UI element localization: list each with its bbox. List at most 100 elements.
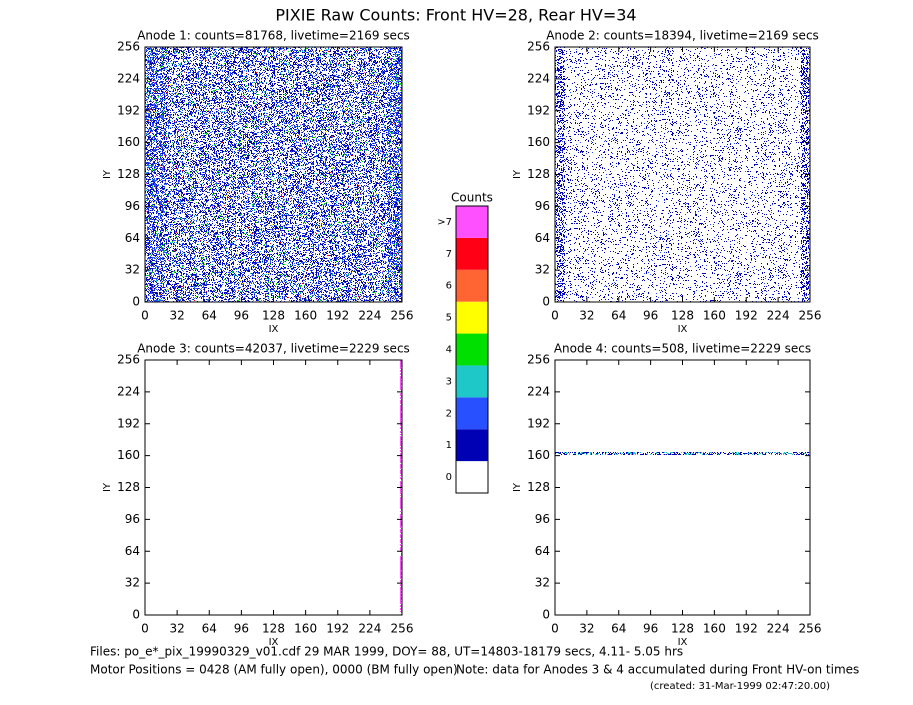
x-tick-label: 256 bbox=[799, 309, 822, 323]
colorbar-swatch bbox=[456, 365, 488, 398]
y-axis-label: IY bbox=[102, 169, 113, 179]
y-tick-label: 0 bbox=[132, 295, 140, 309]
colorbar-title: Counts bbox=[451, 191, 493, 205]
y-tick-label: 256 bbox=[527, 40, 550, 54]
x-tick-label: 192 bbox=[326, 309, 349, 323]
y-tick-label: 160 bbox=[527, 135, 550, 149]
panel-title: Anode 4: counts=508, livetime=2229 secs bbox=[554, 342, 811, 356]
colorbar-swatch bbox=[456, 397, 488, 430]
page-title: PIXIE Raw Counts: Front HV=28, Rear HV=3… bbox=[275, 6, 636, 25]
y-tick-label: 192 bbox=[527, 103, 550, 117]
y-tick-label: 160 bbox=[527, 448, 550, 462]
pixel-texture bbox=[145, 50, 397, 301]
x-tick-label: 96 bbox=[234, 309, 249, 323]
x-tick-label: 224 bbox=[358, 622, 381, 636]
x-tick-label: 224 bbox=[358, 309, 381, 323]
x-tick-label: 64 bbox=[202, 622, 217, 636]
colorbar-swatch bbox=[456, 333, 488, 366]
x-tick-label: 0 bbox=[551, 309, 559, 323]
y-tick-label: 64 bbox=[125, 231, 140, 245]
pixel-texture bbox=[555, 47, 810, 302]
x-tick-label: 160 bbox=[294, 309, 317, 323]
y-tick-label: 192 bbox=[527, 416, 550, 430]
colorbar-swatch bbox=[456, 461, 488, 493]
x-tick-label: 224 bbox=[767, 622, 790, 636]
footer-motor: Motor Positions = 0428 (AM fully open), … bbox=[90, 663, 458, 677]
footer-created: (created: 31-Mar-1999 02:47:20.00) bbox=[650, 681, 830, 692]
y-tick-label: 128 bbox=[527, 167, 550, 181]
x-tick-label: 64 bbox=[611, 622, 626, 636]
y-tick-label: 96 bbox=[535, 199, 550, 213]
x-axis-label: IX bbox=[269, 324, 279, 335]
y-tick-label: 96 bbox=[535, 512, 550, 526]
x-tick-label: 128 bbox=[262, 309, 285, 323]
x-axis-label: IX bbox=[678, 324, 688, 335]
x-tick-label: 256 bbox=[391, 622, 414, 636]
y-tick-label: 224 bbox=[117, 71, 140, 85]
y-tick-label: 64 bbox=[535, 231, 550, 245]
pixel-texture bbox=[145, 47, 402, 302]
x-tick-label: 32 bbox=[169, 622, 184, 636]
footer-files: Files: po_e*_pix_19990329_v01.cdf 29 MAR… bbox=[90, 645, 683, 659]
colorbar-label: 2 bbox=[446, 408, 452, 419]
y-tick-label: 256 bbox=[527, 353, 550, 367]
y-tick-label: 0 bbox=[542, 295, 550, 309]
y-tick-label: 64 bbox=[535, 544, 550, 558]
y-tick-label: 192 bbox=[117, 103, 140, 117]
y-tick-label: 128 bbox=[117, 167, 140, 181]
x-tick-label: 32 bbox=[579, 622, 594, 636]
x-tick-label: 256 bbox=[391, 309, 414, 323]
colorbar-label: 7 bbox=[446, 249, 452, 260]
colorbar-label: 3 bbox=[446, 376, 452, 387]
pixel-texture bbox=[558, 452, 810, 455]
x-tick-label: 0 bbox=[141, 622, 149, 636]
panel-title: Anode 1: counts=81768, livetime=2169 sec… bbox=[137, 29, 410, 43]
x-tick-label: 192 bbox=[326, 622, 349, 636]
colorbar-swatch bbox=[456, 206, 488, 238]
colorbar-label: 5 bbox=[446, 313, 452, 324]
x-tick-label: 224 bbox=[767, 309, 790, 323]
x-tick-label: 96 bbox=[643, 622, 658, 636]
y-axis-label: IY bbox=[512, 482, 523, 492]
y-tick-label: 32 bbox=[535, 576, 550, 590]
x-tick-label: 160 bbox=[294, 622, 317, 636]
pixel-texture bbox=[145, 47, 402, 302]
colorbar-swatch bbox=[456, 301, 488, 334]
colorbar-label: 0 bbox=[446, 472, 452, 483]
y-tick-label: 128 bbox=[117, 480, 140, 494]
x-tick-label: 0 bbox=[141, 309, 149, 323]
colorbar-label: 1 bbox=[446, 440, 452, 451]
x-tick-label: 256 bbox=[799, 622, 822, 636]
y-tick-label: 224 bbox=[117, 384, 140, 398]
y-tick-label: 0 bbox=[542, 608, 550, 622]
y-tick-label: 64 bbox=[125, 544, 140, 558]
y-tick-label: 256 bbox=[117, 40, 140, 54]
y-tick-label: 160 bbox=[117, 135, 140, 149]
x-tick-label: 0 bbox=[551, 622, 559, 636]
footer-note: Note: data for Anodes 3 & 4 accumulated … bbox=[456, 663, 859, 677]
x-axis-label: IX bbox=[269, 637, 279, 648]
panel-title: Anode 2: counts=18394, livetime=2169 sec… bbox=[546, 29, 819, 43]
x-tick-label: 64 bbox=[611, 309, 626, 323]
x-tick-label: 32 bbox=[169, 309, 184, 323]
y-tick-label: 192 bbox=[117, 416, 140, 430]
y-tick-label: 96 bbox=[125, 512, 140, 526]
x-tick-label: 128 bbox=[671, 309, 694, 323]
y-axis-label: IY bbox=[512, 169, 523, 179]
x-tick-label: 32 bbox=[579, 309, 594, 323]
y-tick-label: 128 bbox=[527, 480, 550, 494]
x-tick-label: 192 bbox=[735, 622, 758, 636]
colorbar-label: 4 bbox=[446, 345, 452, 356]
pixel-texture bbox=[555, 452, 809, 455]
x-axis-label: IX bbox=[678, 637, 688, 648]
y-tick-label: 32 bbox=[125, 263, 140, 277]
plot-frame bbox=[144, 359, 403, 616]
plot-frame bbox=[554, 359, 811, 616]
y-tick-label: 224 bbox=[527, 384, 550, 398]
panel-title: Anode 3: counts=42037, livetime=2229 sec… bbox=[137, 342, 410, 356]
y-tick-label: 32 bbox=[125, 576, 140, 590]
x-tick-label: 128 bbox=[671, 622, 694, 636]
y-tick-label: 160 bbox=[117, 448, 140, 462]
colorbar-frame bbox=[455, 205, 489, 494]
